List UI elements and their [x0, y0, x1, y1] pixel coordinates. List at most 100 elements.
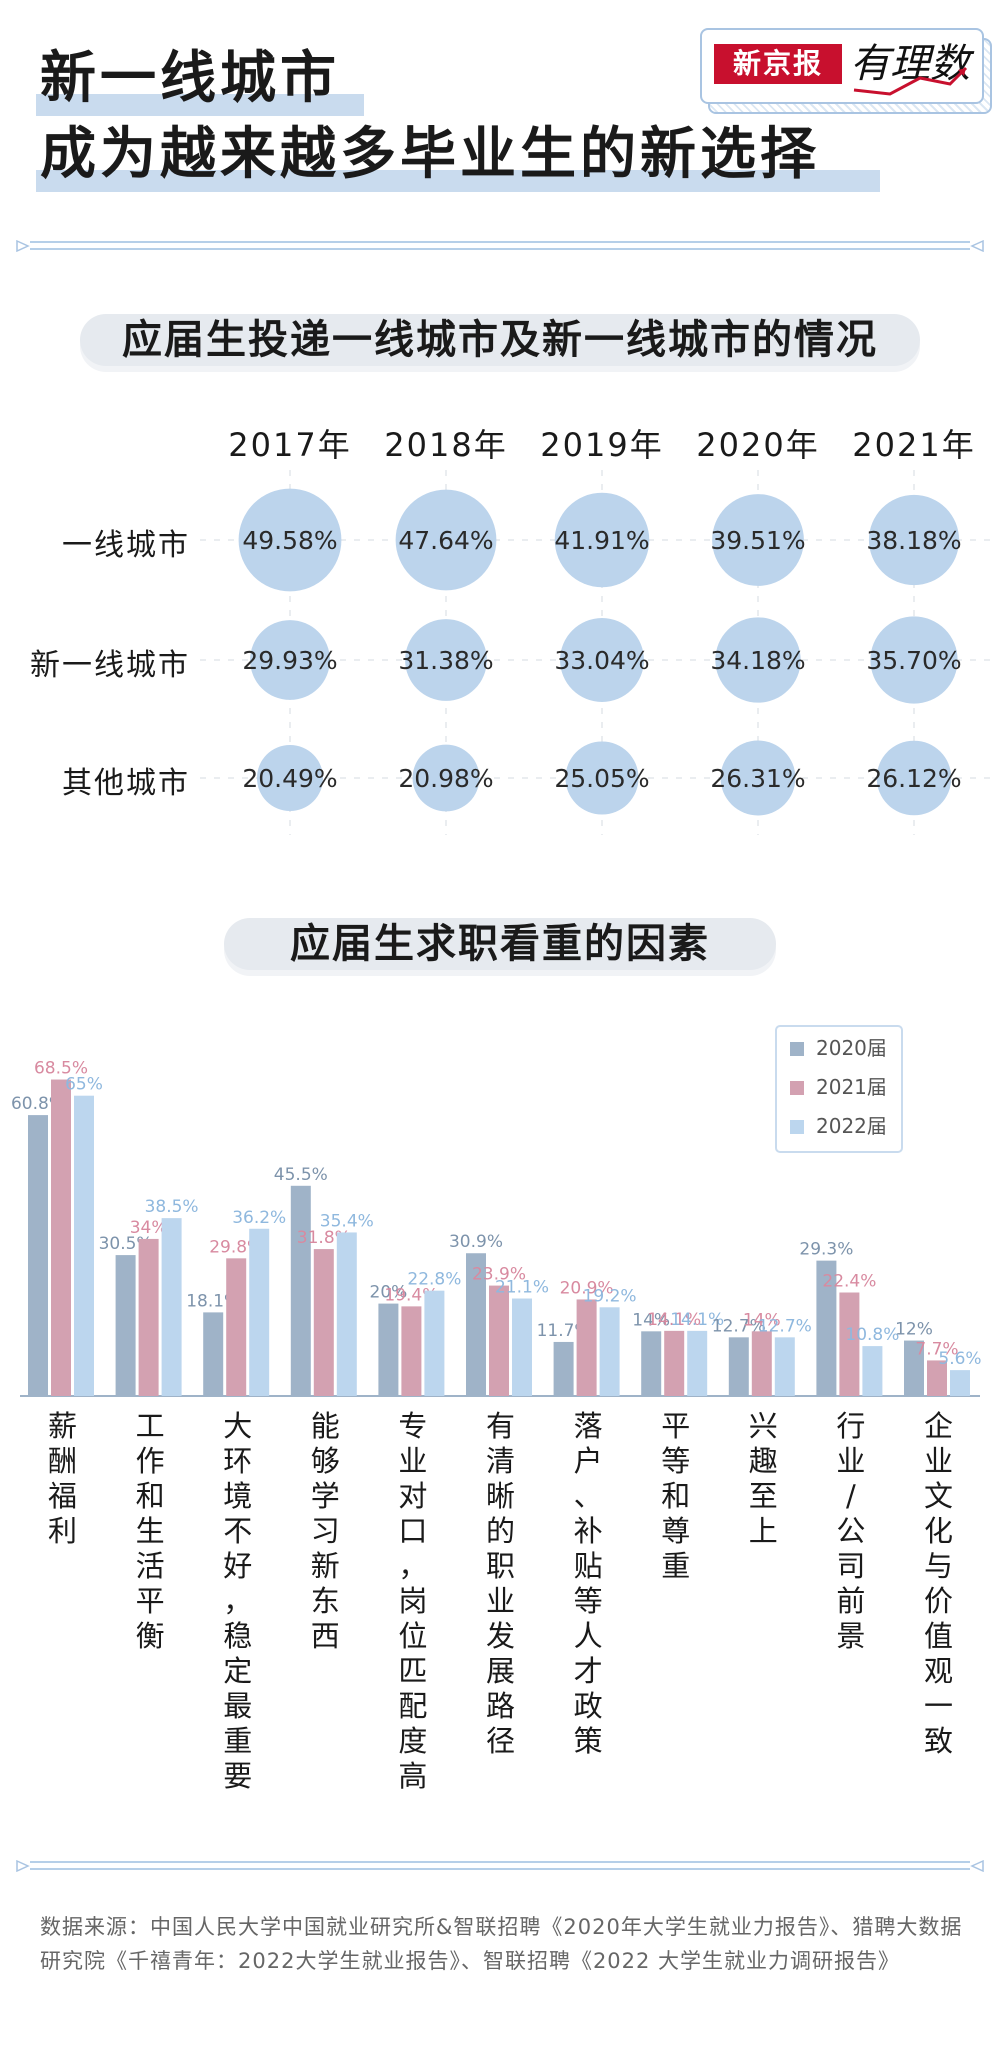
legend-swatch [790, 1042, 804, 1056]
category-label-char: 职 [486, 1549, 515, 1583]
category-label-char: 要 [223, 1759, 252, 1793]
category-label-char: 发 [486, 1619, 515, 1653]
category-label-char: 与 [924, 1549, 953, 1583]
category-label-char: 重 [223, 1724, 252, 1758]
bar [203, 1312, 224, 1396]
chart-legend: 2020届 2021届 2022届 [775, 1025, 903, 1153]
category-label-char: 上 [749, 1514, 778, 1548]
logo: 新京报 有理数 [700, 28, 984, 104]
bar [226, 1258, 247, 1396]
bar-value-label: 34% [130, 1218, 168, 1238]
logo-brand: 新京报 [714, 44, 842, 84]
category-label-char: 户 [574, 1444, 603, 1478]
year-header: 2021年 [852, 426, 976, 464]
category-label-char: 、 [574, 1479, 603, 1513]
category-label-char: 等 [661, 1444, 690, 1478]
bar-value-label: 12% [895, 1320, 933, 1340]
bar-value-label: 45.5% [274, 1165, 328, 1185]
category-label-char: 衡 [136, 1619, 165, 1653]
row-label: 一线城市 [62, 528, 190, 563]
category-label-char: ， [223, 1584, 252, 1618]
year-header: 2019年 [540, 426, 664, 464]
bar-value-label: 10.8% [845, 1325, 899, 1345]
logo-arrow-icon [853, 66, 968, 96]
legend-swatch [790, 1081, 804, 1095]
bar-value-label: 35.4% [320, 1211, 374, 1231]
category-label-char: 价 [924, 1584, 953, 1618]
bar-value-label: 14% [743, 1310, 781, 1330]
year-header: 2017年 [228, 426, 352, 464]
bar-value-label: 7.7% [915, 1339, 958, 1359]
category-label-char: 活 [136, 1549, 165, 1583]
category-label-char: 有 [486, 1409, 515, 1443]
bar-value-label: 20.9% [560, 1278, 614, 1298]
logo-script: 有理数 [850, 41, 970, 87]
category-label-char: 重 [661, 1549, 690, 1583]
category-label-char: 展 [486, 1654, 515, 1688]
category-label-char: 值 [924, 1619, 953, 1653]
category-label-char: 酬 [48, 1444, 77, 1478]
bar [424, 1290, 445, 1396]
category-label-char: 能 [311, 1409, 340, 1443]
category-label-char: 高 [398, 1759, 427, 1793]
category-label-char: 径 [486, 1724, 515, 1758]
category-label-char: 境 [223, 1479, 252, 1513]
bar-value-label: 5.6% [938, 1349, 981, 1369]
legend-label: 2020届 [816, 1036, 887, 1060]
bar [599, 1307, 620, 1396]
category-label-char: 生 [136, 1514, 165, 1548]
category-label-char: 福 [48, 1479, 77, 1513]
category-label-char: 落 [574, 1409, 603, 1443]
category-label-char: / [846, 1479, 856, 1513]
category-label-char: 大 [223, 1409, 252, 1443]
category-label-char: 最 [223, 1689, 252, 1723]
category-label-char: 不 [223, 1514, 252, 1548]
bar [313, 1249, 334, 1396]
category-label-char: 西 [311, 1619, 340, 1653]
category-label-char: 稳 [223, 1619, 252, 1653]
category-label-char: 一 [924, 1689, 953, 1723]
bar [950, 1370, 970, 1396]
section2-title: 应届生求职看重的因素 [224, 918, 776, 970]
category-label-char: 度 [398, 1724, 427, 1758]
category-label-char: 贴 [574, 1549, 603, 1583]
bar-value-label: 19.2% [583, 1286, 637, 1306]
legend-label: 2022届 [816, 1114, 887, 1138]
bar [290, 1185, 311, 1396]
category-label-char: 业 [398, 1444, 427, 1478]
bar [336, 1232, 357, 1396]
category-label-char: 公 [836, 1514, 865, 1548]
category-label-char: 位 [398, 1619, 427, 1653]
bar-value-label: 20% [370, 1283, 408, 1303]
category-label-char: 补 [574, 1514, 603, 1548]
bar [378, 1303, 399, 1396]
bar [576, 1299, 597, 1396]
category-label-char: 趣 [749, 1444, 778, 1478]
page-title-line1: 新一线城市 [40, 46, 340, 111]
category-label-char: 等 [574, 1584, 603, 1618]
bar-value-label: 14% [632, 1310, 670, 1330]
bar-value-label: 22.8% [407, 1270, 461, 1290]
bar [839, 1292, 860, 1396]
category-label-char: 策 [574, 1724, 603, 1758]
category-label-char: 新 [311, 1549, 340, 1583]
category-label-char: 景 [836, 1619, 865, 1653]
category-label-char: 学 [311, 1479, 340, 1513]
bar [51, 1079, 71, 1396]
category-label-char: 的 [486, 1514, 515, 1548]
category-label-char: 好 [223, 1549, 252, 1583]
bar [161, 1218, 182, 1396]
category-label-char: 业 [836, 1444, 865, 1478]
row-label: 新一线城市 [30, 648, 190, 683]
category-label-char: 前 [836, 1584, 865, 1618]
category-label-char: 对 [398, 1479, 427, 1513]
divider-bottom [16, 1860, 984, 1872]
category-label-char: 业 [924, 1444, 953, 1478]
title-highlight-2 [36, 170, 880, 192]
bar [774, 1337, 795, 1396]
bar-value-label: 21.1% [495, 1278, 549, 1298]
divider-top [16, 240, 984, 252]
bar [816, 1260, 837, 1396]
bar-value-label: 12.7% [758, 1316, 812, 1336]
